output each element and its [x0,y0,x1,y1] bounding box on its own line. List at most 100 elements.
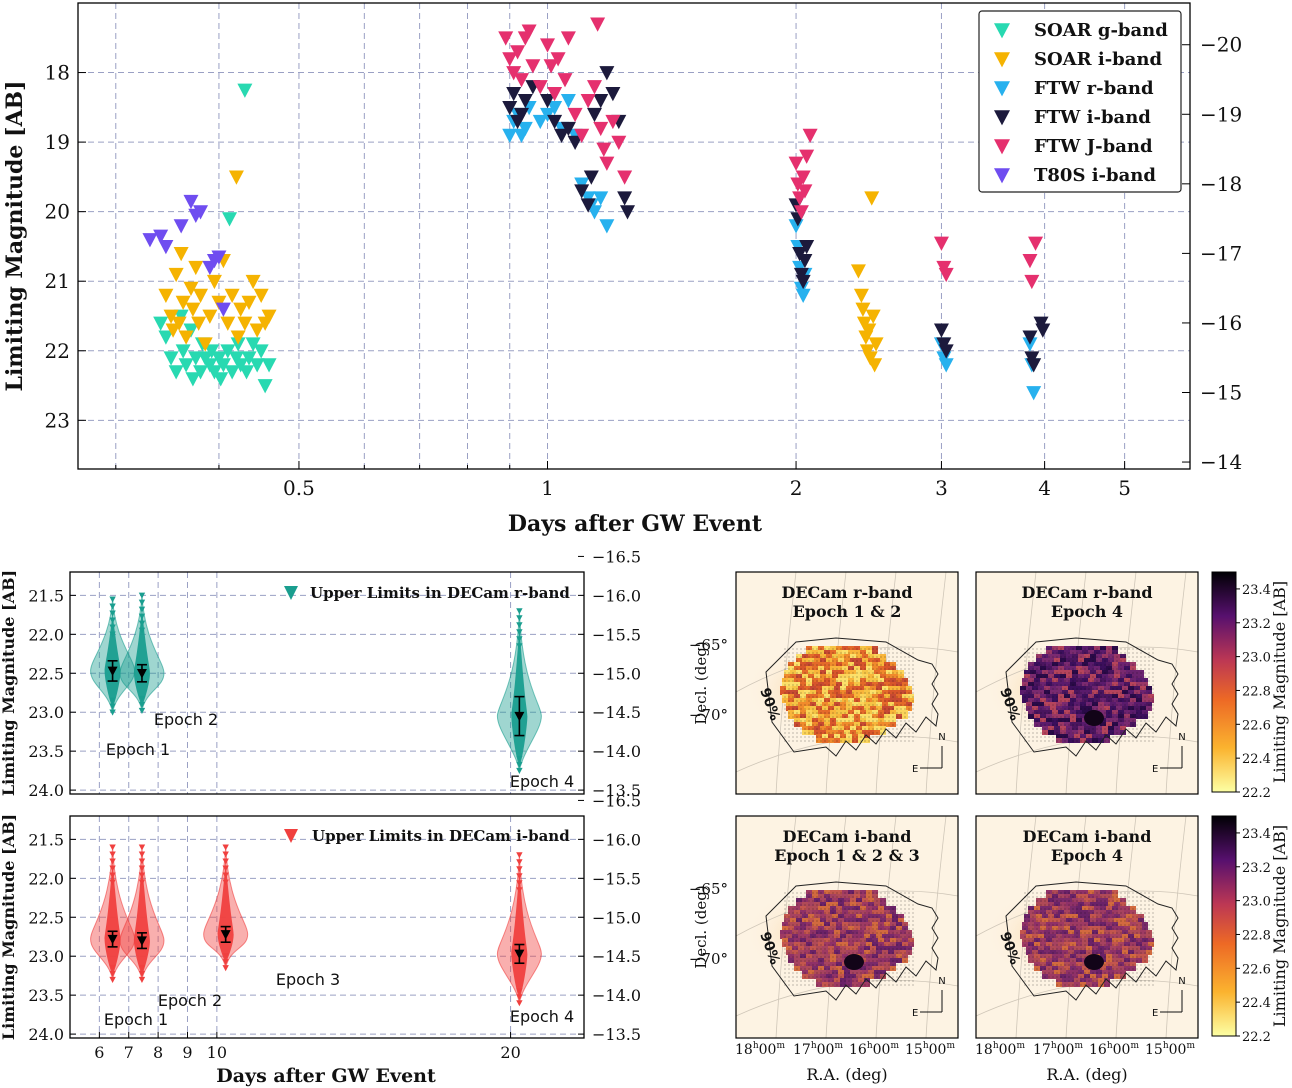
sky-map-frame [735,815,959,1039]
violin-y-tick-label: 23.0 [28,703,64,722]
violin-marker [516,643,523,650]
top-point [517,121,533,137]
top-point [560,31,576,46]
top-point [865,309,881,324]
top-point [224,288,240,303]
sky-map-texture [1022,646,1154,742]
top-point [1026,386,1042,401]
top-point [788,156,804,171]
top-point [215,358,231,373]
top-point [171,316,187,331]
top-point [596,142,612,157]
top-legend-label: FTW J-band [1034,136,1153,157]
sky-map-title-line2: Epoch 1 & 2 & 3 [774,846,920,865]
violin-marker [516,887,523,894]
top-point [239,365,255,380]
compass-north-label: N [938,976,945,987]
top-point [590,17,606,32]
compass-north-label: N [1178,732,1185,743]
violin-marker [138,872,146,879]
top-point [513,107,529,123]
top-point [867,358,883,373]
top-point [228,170,244,185]
top-x-label: Days after GW Event [508,511,763,537]
top-point [795,170,811,185]
top-point [168,365,184,380]
top-point [605,87,621,102]
sky-map-ra-tick: 16h00m [849,1041,899,1058]
top-point [1022,253,1038,269]
top-point [173,219,189,234]
violin-marker [516,608,523,615]
top-point [183,281,199,297]
colorbar-tick-label: 23.2 [1242,617,1271,632]
top-point [158,240,174,255]
sky-map-frame [975,571,1199,795]
violin-marker [138,976,146,983]
top-point [241,351,257,366]
violin-ry-tick-label: −13.5 [592,781,641,800]
violin-marker [222,865,229,872]
violin-x-tick-label: 20 [500,1043,520,1062]
colorbar-bottom-label: Limiting Magnitude [AB] [1270,825,1289,1027]
top-point [933,323,949,338]
violin-marker [138,879,146,886]
top-point [521,24,537,39]
top-legend-label: SOAR i-band [1034,49,1163,70]
top-legend-label: T80S i-band [1034,165,1156,186]
top-point [938,267,954,283]
sky-map-y-label: Decl. (deg) [692,641,710,724]
compass-east-label: E [912,1008,918,1019]
violin-ry-tick-label: −16.0 [592,586,641,605]
top-point [245,274,261,290]
top-point [193,288,209,303]
top-y-tick-label: 20 [45,200,70,224]
violin-ry-tick-label: −15.0 [592,908,641,927]
top-point [864,191,880,206]
violin-ry-tick-label: −16.5 [592,791,641,810]
colorbar-tick-label: 22.6 [1242,718,1271,733]
violin-marker [516,852,523,859]
top-point [197,337,213,352]
top-point [510,45,526,60]
violin-marker [138,695,146,703]
top-y-tick-label: 22 [45,339,70,363]
violin-marker [138,858,146,865]
sky-map-contour [765,881,939,1001]
violin-marker [109,709,116,716]
top-ry-tick-label: −19 [1200,102,1242,126]
violin-epoch-label: Epoch 2 [154,710,218,729]
violin-marker [516,636,523,643]
sky-map-contour [765,637,939,757]
top-legend-marker [994,110,1010,126]
top-point [183,194,199,210]
violin-marker [516,622,523,629]
sky-map-contour [1005,881,1179,1001]
top-point [593,121,609,137]
top-point [213,372,229,387]
violin-y-tick-label: 21.5 [28,830,64,849]
top-x-tick-label: 4 [1038,476,1051,500]
top-point [215,302,231,317]
top-point [799,240,815,255]
violin-marker [516,866,523,873]
violin-r-legend: Upper Limits in DECam r-band [284,584,570,602]
violin-y-tick-label: 24.0 [28,781,64,800]
violin-marker [138,592,146,599]
colorbar-tick-label: 23.0 [1242,895,1271,910]
top-legend: SOAR g-band SOAR i-band FTW r-band FTW i-ba… [978,10,1182,193]
top-point [557,73,573,88]
top-point [517,93,533,109]
top-point [560,121,576,137]
top-point [567,135,583,150]
top-point [224,365,240,380]
top-legend-marker [994,52,1010,68]
top-y-tick-label: 18 [45,61,70,85]
sky-map-ra-tick: 15h00m [1145,1041,1195,1058]
top-point [938,344,954,359]
top-point [586,205,602,220]
top-point [599,156,615,171]
